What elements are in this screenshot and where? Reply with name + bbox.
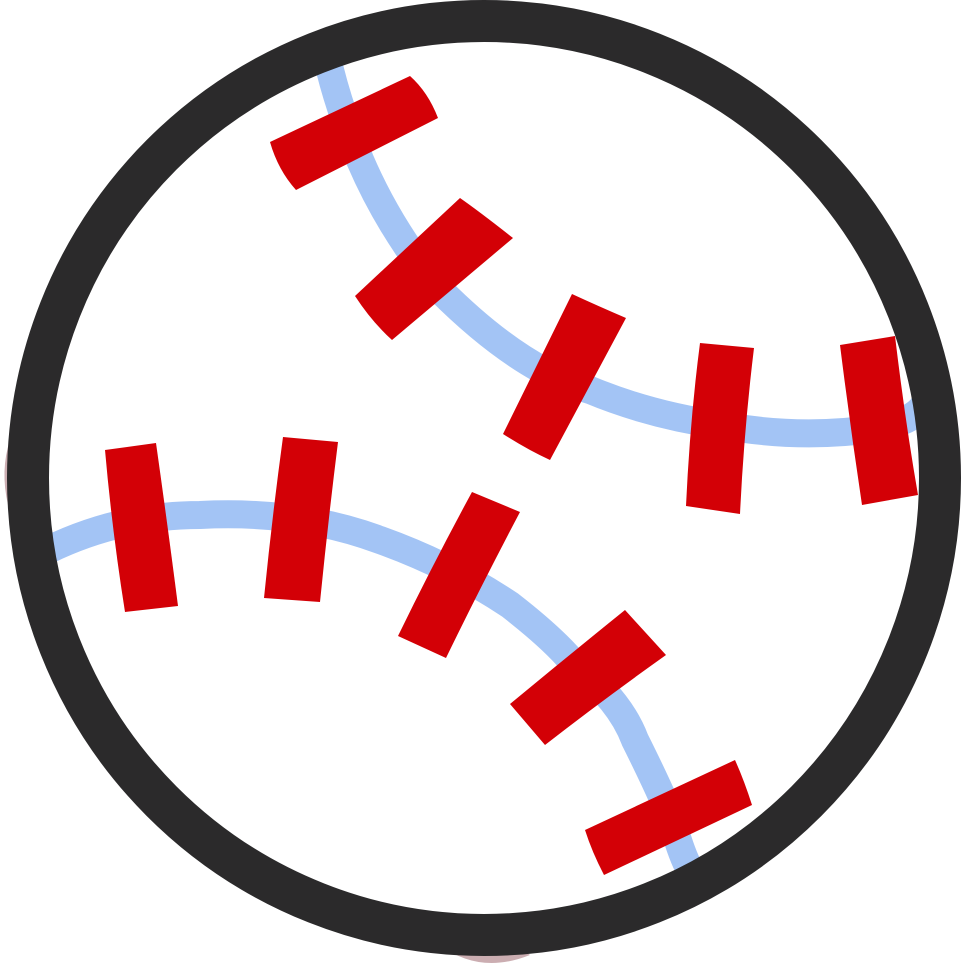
stitch-lower-1 xyxy=(105,443,178,612)
seam-lower xyxy=(34,500,702,880)
stitch-upper-2 xyxy=(355,198,513,340)
stitch-lower-2 xyxy=(264,437,338,602)
stitches xyxy=(105,76,918,875)
ball-outline xyxy=(7,0,961,956)
stitch-upper-3 xyxy=(503,294,626,460)
stitch-upper-4 xyxy=(686,343,754,514)
stitch-upper-5 xyxy=(840,336,918,505)
stitch-lower-5 xyxy=(585,760,752,875)
ball-body xyxy=(29,22,939,934)
stitch-upper-1 xyxy=(270,76,438,190)
stitch-lower-3 xyxy=(398,492,520,658)
stitch-lower-4 xyxy=(510,610,666,745)
